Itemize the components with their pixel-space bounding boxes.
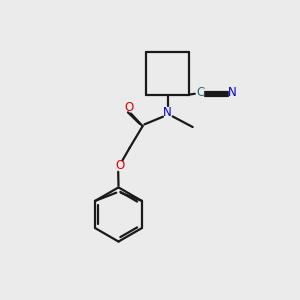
Text: O: O <box>115 159 124 172</box>
Text: O: O <box>124 101 133 114</box>
Text: N: N <box>163 106 172 119</box>
Text: N: N <box>228 86 237 99</box>
Text: C: C <box>196 86 204 99</box>
